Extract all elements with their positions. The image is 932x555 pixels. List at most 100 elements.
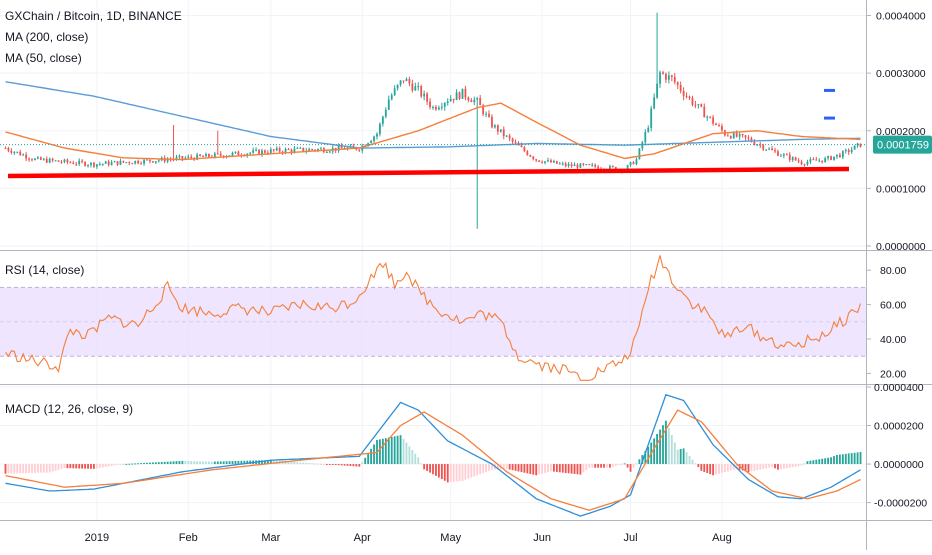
macd-hist-bar-96	[287, 461, 290, 465]
macd-hist-bar-182	[541, 464, 544, 474]
macd-hist-bar-186	[552, 464, 555, 472]
macd-tick-label-0: -0.0000200	[874, 498, 927, 510]
candle-body-195	[579, 163, 582, 168]
candle-body-220	[653, 97, 656, 109]
candle-body-213	[632, 162, 635, 165]
support-trendline	[7, 166, 850, 179]
macd-hist-bar-138	[411, 450, 414, 465]
macd-hist-bar-242	[718, 464, 720, 474]
macd-hist-bar-143	[426, 464, 429, 471]
candle-body-17	[54, 160, 57, 162]
candle-body-50	[151, 161, 154, 163]
macd-hist-bar-159	[473, 464, 476, 477]
macd-hist-bar-60	[181, 460, 184, 465]
macd-hist-bar-177	[526, 464, 529, 474]
macd-hist-bar-57	[172, 461, 175, 465]
macd-hist-bar-181	[538, 464, 541, 475]
candle-body-0	[4, 148, 7, 150]
macd-hist-bar-269	[797, 464, 800, 467]
candle-body-84	[252, 150, 255, 153]
macd-hist-bar-194	[576, 464, 579, 475]
rsi-line	[5, 255, 862, 381]
candle-body-128	[381, 116, 384, 124]
macd-hist-bar-1	[7, 464, 10, 474]
candle-body-154	[458, 92, 461, 99]
macd-hist-bar-69	[208, 461, 210, 465]
candle-body-155	[461, 88, 464, 99]
candle-body-86	[258, 149, 260, 155]
macd-hist-bar-217	[644, 450, 647, 465]
price-pane[interactable]	[0, 12, 866, 229]
macd-hist-bar-232	[688, 455, 691, 465]
macd-hist-bar-290	[859, 452, 862, 465]
candle-body-224	[665, 73, 667, 80]
macd-hist-bar-113	[337, 464, 340, 466]
macd-hist-bar-58	[175, 461, 178, 465]
macd-hist-bar-208	[617, 464, 620, 466]
macd-tick-label-2: 0.0000200	[874, 421, 924, 433]
candle-body-14	[45, 158, 48, 163]
macd-hist-bar-72	[216, 461, 219, 465]
candle-body-130	[387, 99, 390, 110]
macd-hist-bar-130	[387, 437, 390, 465]
macd-line	[5, 394, 861, 517]
macd-hist-bar-116	[346, 464, 349, 466]
rsi-title[interactable]: RSI (14, close)	[5, 263, 84, 277]
macd-hist-bar-185	[550, 464, 552, 472]
macd-hist-bar-73	[219, 461, 222, 465]
candle-body-65	[196, 154, 199, 160]
macd-hist-bar-63	[190, 461, 193, 465]
macd-hist-bar-32	[98, 464, 101, 468]
macd-hist-bar-284	[841, 454, 844, 465]
candle-body-185	[550, 160, 552, 163]
candle-body-147	[437, 107, 440, 110]
macd-hist-bar-234	[694, 463, 697, 465]
macd-hist-bar-70	[210, 461, 213, 465]
macd-pane[interactable]	[4, 394, 862, 517]
candle-body-153	[455, 92, 458, 101]
candle-body-103	[308, 149, 311, 151]
candle-body-73	[219, 153, 222, 156]
ma50-legend[interactable]: MA (50, close)	[5, 51, 82, 65]
candle-body-110	[328, 151, 331, 153]
macd-hist-bar-264	[782, 464, 785, 469]
macd-hist-bar-276	[818, 459, 821, 465]
candle-body-1	[7, 148, 10, 151]
macd-hist-bar-287	[850, 453, 853, 465]
macd-hist-bar-97	[290, 461, 293, 465]
candle-body-168	[499, 129, 502, 132]
candle-body-249	[738, 134, 741, 137]
rsi-pane[interactable]	[0, 255, 866, 381]
candle-body-10	[34, 158, 36, 161]
macd-hist-bar-18	[57, 464, 60, 470]
macd-hist-bar-258	[765, 464, 768, 469]
candle-body-197	[585, 164, 588, 166]
candle-body-171	[508, 135, 511, 139]
macd-hist-bar-163	[485, 464, 487, 472]
macd-hist-bar-237	[703, 464, 706, 472]
candle-body-68	[205, 153, 207, 157]
macd-hist-bar-10	[34, 464, 36, 473]
macd-title[interactable]: MACD (12, 26, close, 9)	[5, 402, 133, 416]
macd-hist-bar-34	[104, 464, 107, 467]
candle-body-275	[815, 159, 818, 161]
macd-hist-bar-26	[81, 464, 84, 469]
macd-hist-bar-191	[567, 464, 570, 474]
candle-body-44	[134, 160, 137, 164]
candle-body-221	[656, 83, 658, 98]
price-tick-label-1: 0.0001000	[876, 183, 926, 195]
macd-hist-bar-132	[393, 436, 396, 465]
macd-hist-bar-221	[656, 433, 658, 465]
candle-body-176	[523, 147, 526, 152]
macd-hist-bar-48	[146, 462, 148, 465]
rsi-tick-label-2: 60.00	[880, 300, 906, 312]
candle-body-20	[63, 159, 66, 163]
candle-body-43	[131, 163, 134, 165]
ma50-line	[5, 102, 861, 161]
candle-body-131	[390, 95, 393, 100]
ma200-legend[interactable]: MA (200, close)	[5, 30, 88, 44]
candle-body-216	[641, 142, 644, 149]
macd-hist-bar-151	[449, 464, 452, 483]
